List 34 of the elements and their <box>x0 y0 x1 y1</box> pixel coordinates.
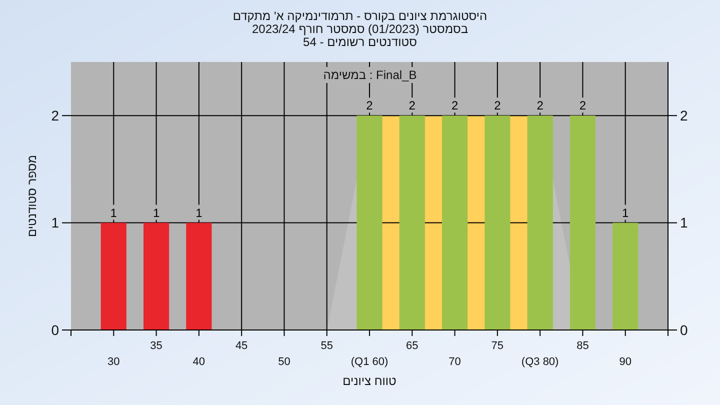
x-tick-label: 50 <box>278 356 290 368</box>
data-label: 1 <box>152 206 160 220</box>
data-label: 2 <box>451 98 458 113</box>
x-tick-label: 85 <box>576 340 589 352</box>
x-tick-label: (Q3 80) <box>521 356 559 368</box>
y-tick-label: 0 <box>51 322 60 338</box>
y2-tick-label: 1 <box>680 214 688 231</box>
x-tick-label: 45 <box>235 340 248 352</box>
x-tick-label: 75 <box>491 340 504 352</box>
data-label: 2 <box>494 98 502 113</box>
x-tick-label: 55 <box>320 340 333 352</box>
data-label: 1 <box>196 206 203 220</box>
y2-tick-label: 0 <box>680 322 688 338</box>
data-label: 1 <box>622 206 630 220</box>
y-axis-title: מספר סטודנטים <box>25 154 39 238</box>
data-label: 2 <box>408 98 416 113</box>
y-tick-label: 1 <box>51 214 60 231</box>
chart-title: היסטוגרמת ציונים בקורס - תרמודינמיקה א' מתקדם <box>232 9 488 23</box>
chart-subtitle: בסמסטר (01/2023) סמסטר חורף 2023/24 סטודנטים רשומים - 54 <box>252 22 468 49</box>
data-label: 1 <box>110 206 118 220</box>
x-tick-label: 90 <box>619 356 632 368</box>
data-label: 2 <box>536 98 544 113</box>
data-label: 2 <box>579 98 586 113</box>
data-label: 2 <box>366 98 374 113</box>
x-axis-title: טווח ציונים <box>342 374 397 388</box>
y-tick-label: 2 <box>51 108 60 124</box>
x-tick-label: 30 <box>108 356 120 368</box>
x-tick-label: 65 <box>406 340 418 352</box>
x-tick-label: 35 <box>150 340 162 352</box>
y2-tick-label: 2 <box>680 108 688 124</box>
annotation: במשימה : Final_B <box>323 68 417 82</box>
x-tick-label: 70 <box>448 356 461 368</box>
x-tick-label: (Q1 60) <box>350 356 388 368</box>
x-tick-label: 40 <box>192 356 206 368</box>
